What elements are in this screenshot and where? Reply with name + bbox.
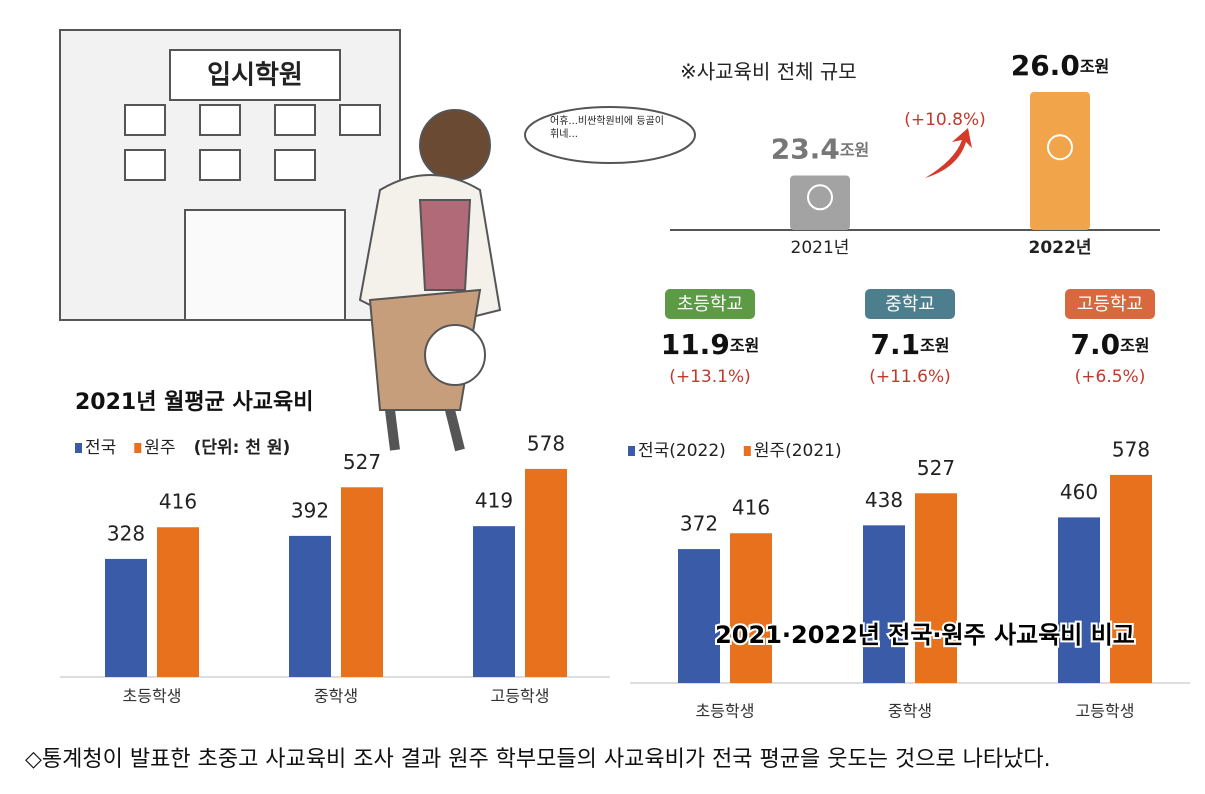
data-label: 416 <box>159 490 197 514</box>
chart-title: 2021년 월평균 사교육비 <box>75 390 313 415</box>
x-tick-label: 2021년 <box>791 238 850 258</box>
data-label: 527 <box>917 456 955 480</box>
won-icon <box>807 184 833 211</box>
data-label: 416 <box>732 496 770 520</box>
bar <box>790 175 850 230</box>
legend-swatch <box>75 443 82 453</box>
level-name: 초등학교 <box>677 294 743 315</box>
data-label: 527 <box>343 450 381 474</box>
legend-label: 원주(2021) <box>754 441 842 461</box>
level-value: 11.9 <box>661 328 730 361</box>
data-label: 372 <box>680 512 718 536</box>
won-icon <box>1047 134 1073 161</box>
legend-swatch <box>743 446 751 456</box>
speech: 어휴...비싼학원비에 등골이 휘네... <box>550 116 664 140</box>
bar <box>525 468 567 677</box>
bar <box>473 526 515 677</box>
data-label: 392 <box>291 498 329 522</box>
level-amount: 7.0조원 <box>1070 328 1149 361</box>
value-label: 23.4조원 <box>771 132 870 165</box>
bar <box>1110 474 1152 683</box>
level-badge <box>1065 289 1155 319</box>
x-tick-label: 중학생 <box>314 687 358 706</box>
data-label: 578 <box>527 431 565 455</box>
legend-swatch <box>628 446 635 456</box>
bar <box>678 549 720 683</box>
x-tick-label: 고등학생 <box>1076 702 1135 721</box>
level-change: (+11.6%) <box>869 367 951 387</box>
bar <box>863 525 905 683</box>
level-badge <box>665 289 755 319</box>
growth-arrow <box>925 128 972 178</box>
data-label: 328 <box>107 521 145 545</box>
data-label: 419 <box>475 489 513 513</box>
bar <box>105 558 147 677</box>
bar <box>1030 92 1090 230</box>
bar <box>915 493 957 683</box>
x-tick-label: 고등학생 <box>491 687 550 706</box>
level-change: (+13.1%) <box>669 367 751 387</box>
bar <box>1058 517 1100 683</box>
legend-swatch <box>134 443 142 453</box>
level-unit: 조원 <box>1120 336 1149 355</box>
sign: 입시학원 <box>207 61 303 91</box>
data-label: 438 <box>865 488 903 512</box>
value-label: 26.0조원 <box>1011 49 1110 82</box>
bar <box>289 535 331 677</box>
level-amount: 7.1조원 <box>870 328 949 361</box>
level-value: 7.1 <box>870 328 920 361</box>
bar <box>157 527 199 677</box>
value-unit: 조원 <box>1080 57 1109 76</box>
bar <box>341 487 383 677</box>
value-number: 23.4 <box>771 132 840 165</box>
level-amount: 11.9조원 <box>661 328 760 361</box>
x-tick-label: 2022년 <box>1029 238 1092 258</box>
level-change: (+6.5%) <box>1075 367 1146 387</box>
chart-title: ※사교육비 전체 규모 <box>680 60 857 84</box>
level-name: 고등학교 <box>1077 294 1143 315</box>
x-tick-label: 초등학생 <box>123 687 182 706</box>
level-value: 7.0 <box>1070 328 1120 361</box>
annotation: (+10.8%) <box>904 110 986 130</box>
level-unit: 조원 <box>920 336 949 355</box>
legend-label: 원주 <box>144 438 175 458</box>
value-number: 26.0 <box>1011 49 1080 82</box>
value-unit: 조원 <box>840 140 869 159</box>
illustration <box>59 29 696 452</box>
x-tick-label: 중학생 <box>888 702 932 721</box>
x-tick-label: 초등학생 <box>696 702 755 721</box>
data-label: 460 <box>1060 480 1098 504</box>
level-name: 중학교 <box>885 294 935 315</box>
chart-title: 2021·2022년 전국·원주 사교육비 비교 <box>715 621 1135 649</box>
bar <box>730 533 772 683</box>
legend-label: 전국 <box>85 438 116 458</box>
unit-note: (단위: 천 원) <box>194 438 291 458</box>
legend-label: 전국(2022) <box>638 441 726 461</box>
data-label: 578 <box>1112 437 1150 461</box>
speech-box: 어휴...비싼학원비에 등골이 휘네... <box>550 116 664 140</box>
caption: ◇통계청이 발표한 초중고 사교육비 조사 결과 원주 학부모들의 사교육비가 … <box>25 747 1051 772</box>
level-unit: 조원 <box>730 336 759 355</box>
level-badge <box>865 289 955 319</box>
